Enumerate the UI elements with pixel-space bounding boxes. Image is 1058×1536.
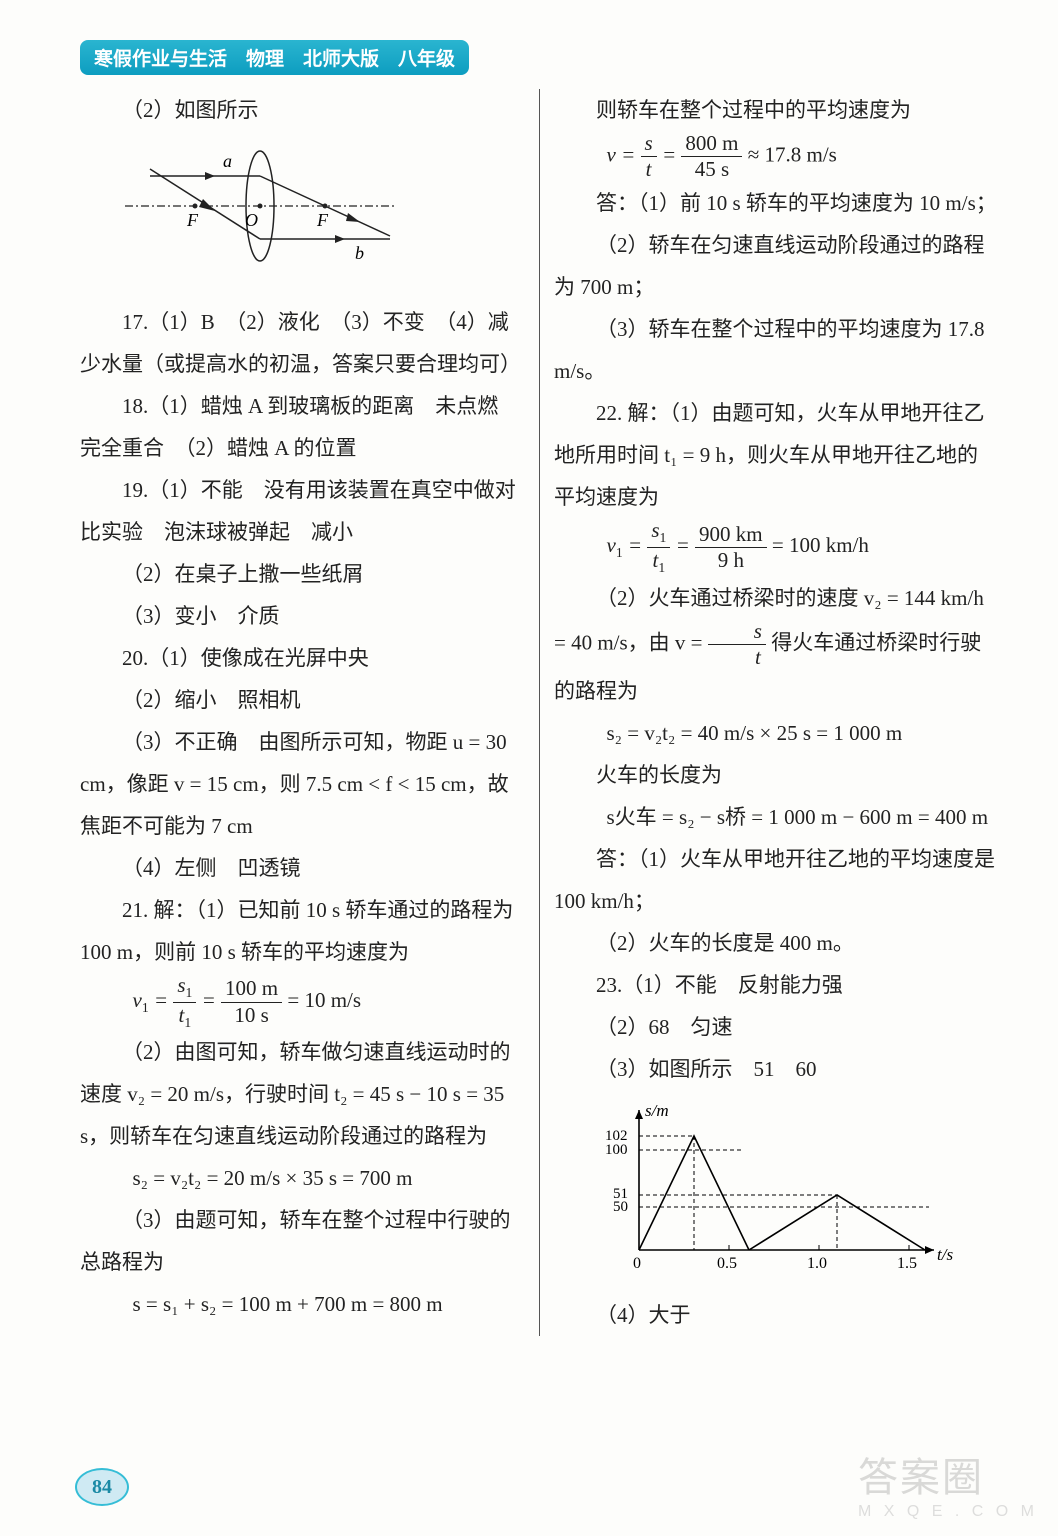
f1-n: 100 m xyxy=(221,976,282,1002)
q22-formula3: s火车 = s₂ − s桥 = 1 000 m − 600 m = 400 m xyxy=(554,796,998,838)
q21-formula1: v1 = s1t1 = 100 m10 s = 10 m/s xyxy=(80,973,524,1031)
lens-label-a: a xyxy=(223,151,232,171)
r22f3: s火车 = s₂ − s桥 = 1 000 m − 600 m = 400 m xyxy=(607,805,989,829)
lens-diagram: a b F F O xyxy=(120,131,400,281)
q20-4: （4）左侧 凹透镜 xyxy=(80,847,524,889)
q21-2: （2）由图可知，轿车做匀速直线运动时的速度 v₂ = 20 m/s，行驶时间 t… xyxy=(80,1031,524,1157)
q17: 17.（1）B （2）液化 （3）不变 （4）减少水量（或提高水的初温，答案只要… xyxy=(80,301,524,385)
r22f1-n: 900 km xyxy=(695,522,767,548)
f3: s = s₁ + s₂ = 100 m + 700 m = 800 m xyxy=(133,1292,443,1316)
q20-2: （2）缩小 照相机 xyxy=(80,679,524,721)
q2-caption: （2）如图所示 xyxy=(80,89,524,131)
q23-1: 23.（1）不能 反射能力强 xyxy=(554,964,998,1006)
r4: （3）轿车在整个过程中的平均速度为 17.8 m/s。 xyxy=(554,308,998,392)
page-number: 84 xyxy=(75,1468,129,1506)
q21-formula2: s₂ = v₂t₂ = 20 m/s × 35 s = 700 m xyxy=(80,1157,524,1199)
q19-2: （2）在桌子上撒一些纸屑 xyxy=(80,553,524,595)
f1-eq: = 10 m/s xyxy=(287,988,361,1012)
f2: s₂ = v₂t₂ = 20 m/s × 35 s = 700 m xyxy=(133,1166,413,1190)
q22-3: 火车的长度为 xyxy=(554,754,998,796)
r1f-n: 800 m xyxy=(681,131,742,157)
q22-ans2: （2）火车的长度是 400 m。 xyxy=(554,922,998,964)
q23-2: （2）68 匀速 xyxy=(554,1006,998,1048)
r22f1-d: 9 h xyxy=(695,548,767,573)
r3: （2）轿车在匀速直线运动阶段通过的路程为 700 m； xyxy=(554,224,998,308)
r22f2: s₂ = v₂t₂ = 40 m/s × 25 s = 1 000 m xyxy=(607,721,903,745)
y-axis-label: s/m xyxy=(645,1101,669,1120)
ytick-51: 51 xyxy=(613,1186,628,1202)
ytick-100: 100 xyxy=(605,1142,628,1158)
q19-3: （3）变小 介质 xyxy=(80,595,524,637)
xtick-1: 0.5 xyxy=(717,1255,737,1272)
r1f-d: 45 s xyxy=(681,157,742,182)
lens-label-b: b xyxy=(355,243,364,263)
q23-3: （3）如图所示 51 60 xyxy=(554,1048,998,1090)
page-header: 寒假作业与生活 物理 北师大版 八年级 xyxy=(80,40,469,75)
watermark-sub: M X Q E . C O M xyxy=(858,1503,1038,1521)
st-graph: s/m t/s 0 0.5 1.0 1.5 50 51 100 102 xyxy=(584,1090,964,1280)
q22-formula1: v1 = s1t1 = 900 km9 h = 100 km/h xyxy=(554,518,998,576)
lens-label-F2: F xyxy=(316,210,329,230)
xtick-3: 1.5 xyxy=(897,1255,917,1272)
x-axis-label: t/s xyxy=(937,1245,953,1264)
q22-1: 22. 解：（1）由题可知，火车从甲地开往乙地所用时间 t₁ = 9 h，则火车… xyxy=(554,392,998,518)
q18: 18.（1）蜡烛 A 到玻璃板的距离 未点燃 完全重合 （2）蜡烛 A 的位置 xyxy=(80,385,524,469)
q22-ans1: 答：（1）火车从甲地开往乙地的平均速度是 100 km/h； xyxy=(554,838,998,922)
r1: 则轿车在整个过程中的平均速度为 xyxy=(554,89,998,131)
r1f-eq: ≈ 17.8 m/s xyxy=(748,143,837,167)
q21-3: （3）由题可知，轿车在整个过程中行驶的总路程为 xyxy=(80,1199,524,1283)
r2: 答：（1）前 10 s 轿车的平均速度为 10 m/s； xyxy=(554,182,998,224)
lens-label-F1: F xyxy=(186,210,199,230)
q19-1: 19.（1）不能 没有用该装置在真空中做对比实验 泡沫球被弹起 减小 xyxy=(80,469,524,553)
watermark-main: 答案圈 xyxy=(858,1456,984,1500)
q21-formula3: s = s₁ + s₂ = 100 m + 700 m = 800 m xyxy=(80,1283,524,1325)
q22-formula2: s₂ = v₂t₂ = 40 m/s × 25 s = 1 000 m xyxy=(554,712,998,754)
ytick-102: 102 xyxy=(605,1128,628,1144)
watermark: 答案圈 M X Q E . C O M xyxy=(858,1445,1038,1521)
xtick-0: 0 xyxy=(633,1255,641,1272)
lens-label-O: O xyxy=(245,210,258,230)
r1-formula: v = st = 800 m45 s ≈ 17.8 m/s xyxy=(554,131,998,182)
content-columns: （2）如图所示 a b F F O 17.（1）B （2）液化 （3）不变 （4… xyxy=(80,89,998,1336)
f1-d: 10 s xyxy=(221,1003,282,1028)
q22-2: （2）火车通过桥梁时的速度 v₂ = 144 km/h = 40 m/s，由 v… xyxy=(554,577,998,712)
q20-1: 20.（1）使像成在光屏中央 xyxy=(80,637,524,679)
q23-4: （4）大于 xyxy=(554,1294,998,1336)
q21-1: 21. 解：（1）已知前 10 s 轿车通过的路程为 100 m，则前 10 s… xyxy=(80,889,524,973)
xtick-2: 1.0 xyxy=(807,1255,827,1272)
r22f1-eq: = 100 km/h xyxy=(772,533,869,557)
q20-3: （3）不正确 由图所示可知，物距 u = 30 cm，像距 v = 15 cm，… xyxy=(80,721,524,847)
